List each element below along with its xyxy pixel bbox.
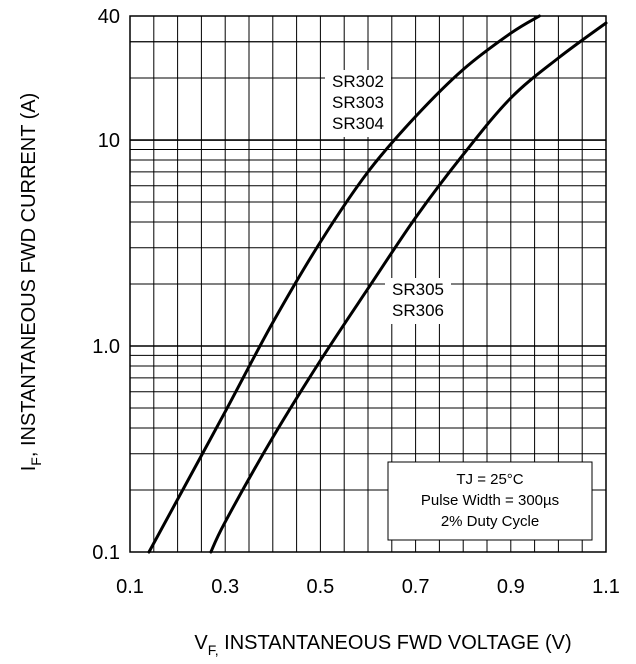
series-label: SR304 <box>332 114 384 133</box>
x-tick-label: 1.1 <box>592 576 620 598</box>
series-line-1 <box>147 14 541 554</box>
conditions-box-frame <box>387 461 593 541</box>
series-label: SR303 <box>332 93 384 112</box>
series-label: SR302 <box>332 72 384 91</box>
x-tick-label: 0.9 <box>497 576 525 598</box>
series-labels: SR302 SR303 SR304 SR305 SR306 <box>325 70 451 324</box>
test-conditions-box: TJ = 25°C Pulse Width = 300µs 2% Duty Cycl… <box>387 461 593 541</box>
series-label: SR306 <box>392 301 444 320</box>
plot-frame <box>129 15 607 553</box>
data-series <box>147 14 608 554</box>
condition-text: TJ = 25°C <box>456 471 523 488</box>
tick-labels: 0.1 0.3 0.5 0.7 0.9 1.1 0.1 1.0 10 40 <box>92 6 620 598</box>
condition-text: 2% Duty Cycle <box>441 513 539 530</box>
y-tick-label: 10 <box>98 130 120 152</box>
series-line-2 <box>209 21 608 554</box>
x-tick-label: 0.3 <box>211 576 239 598</box>
series-label-bg <box>325 70 391 137</box>
y-tick-label: 1.0 <box>92 336 120 358</box>
x-tick-label: 0.5 <box>306 576 334 598</box>
y-tick-label: 40 <box>98 6 120 28</box>
y-axis-title: IF, INSTANTANEOUS FWD CURRENT (A) <box>18 93 44 472</box>
x-tick-label: 0.7 <box>402 576 430 598</box>
y-tick-label: 0.1 <box>92 542 120 564</box>
x-tick-label: 0.1 <box>116 576 144 598</box>
x-axis-title: VF, INSTANTANEOUS FWD VOLTAGE (V) <box>194 632 571 658</box>
series-label: SR305 <box>392 280 444 299</box>
series-label-bg <box>385 278 451 324</box>
condition-text: Pulse Width = 300µs <box>421 492 559 509</box>
